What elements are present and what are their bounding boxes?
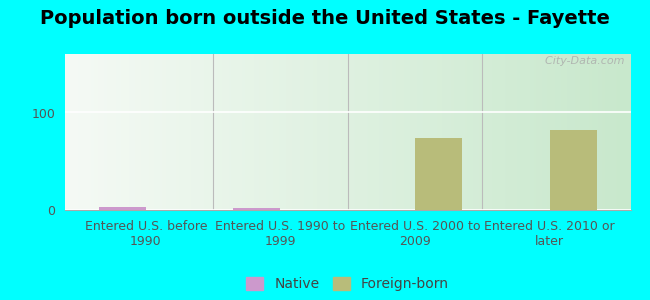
Text: Population born outside the United States - Fayette: Population born outside the United State… [40,9,610,28]
Bar [233,208,280,210]
Legend: Native, Foreign-born: Native, Foreign-born [241,272,454,297]
Bar [99,207,146,210]
Bar [415,138,462,210]
Text: City-Data.com: City-Data.com [538,56,625,66]
Bar [550,130,597,210]
